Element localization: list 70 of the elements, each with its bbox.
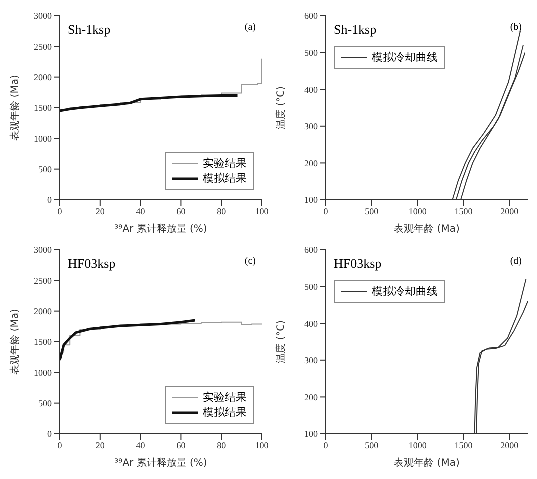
text: Sh-1ksp [334,22,377,38]
y-tick-label: 100 [304,429,318,440]
y-tick-label: 400 [304,84,318,95]
y-tick-label: 200 [304,392,318,402]
y-axis-title: 表观年龄 (Ma) [10,75,22,141]
x-tick-label: 100 [255,206,270,216]
x-tick-label: 0 [324,206,329,216]
y-tick-label: 1000 [34,368,52,378]
y-tick-label: 1500 [34,103,52,114]
y-tick-label: 2000 [34,306,52,317]
x-tick-label: 20 [96,440,106,450]
annotation: (c) [244,256,256,267]
y-tick-label: 1500 [34,337,52,348]
legend-label: 模拟冷却曲线 [372,50,438,65]
x-tick-label: 1500 [454,206,474,216]
y-tick-label: 500 [304,48,318,58]
legend-label: 模拟结果 [203,171,247,186]
y-tick-label: 300 [304,356,318,366]
y-tick-label: 500 [38,164,52,175]
x-axis-title: ³⁹Ar 累计释放量 (%) [114,222,208,236]
legend-label: 实验结果 [203,390,247,405]
y-tick-label: 2500 [34,42,52,52]
y-axis-title: 温度 (°C) [276,86,288,130]
x-tick-label: 80 [217,440,227,450]
x-tick-label: 1500 [454,440,474,450]
x-tick-label: 2000 [500,440,520,450]
x-tick-label: 80 [217,206,227,216]
y-tick-label: 300 [304,122,318,132]
y-tick-label: 500 [304,282,318,292]
x-axis-title: 表观年龄 (Ma) [393,456,461,470]
y-tick-label: 0 [48,429,52,440]
annotation: (a) [244,22,256,33]
legend-label: 实验结果 [203,156,247,171]
y-tick-label: 0 [48,195,52,206]
y-tick-label: 3000 [34,11,52,22]
x-tick-label: 0 [58,440,63,450]
text: HF03ksp [68,256,116,272]
x-tick-label: 60 [176,206,186,216]
x-axis-title: 表观年龄 (Ma) [393,222,461,236]
x-tick-label: 60 [176,440,186,450]
y-tick-label: 2000 [34,72,52,83]
x-tick-label: 40 [136,440,146,450]
y-tick-label: 600 [304,245,318,256]
y-tick-label: 1000 [34,134,52,144]
y-tick-label: 500 [38,398,52,409]
text: Sh-1ksp [68,22,111,38]
x-tick-label: 0 [58,206,63,216]
x-tick-label: 500 [365,440,380,450]
x-tick-label: 2000 [500,206,520,216]
x-tick-label: 100 [255,440,270,450]
x-tick-label: 0 [324,440,329,450]
x-tick-label: 1000 [408,440,428,450]
y-tick-label: 100 [304,195,318,206]
text: HF03ksp [334,256,382,272]
legend-label: 模拟结果 [203,405,247,420]
legend-label: 模拟冷却曲线 [372,284,438,299]
y-axis-title: 表观年龄 (Ma) [10,309,22,375]
y-tick-label: 400 [304,318,318,329]
y-tick-label: 2500 [34,276,52,286]
x-tick-label: 20 [96,206,106,216]
x-axis-title: ³⁹Ar 累计释放量 (%) [114,456,208,470]
y-tick-label: 600 [304,11,318,22]
x-tick-label: 40 [136,206,146,216]
y-tick-label: 3000 [34,245,52,256]
y-axis-title: 温度 (°C) [276,320,288,364]
annotation: (d) [510,256,522,267]
y-tick-label: 200 [304,158,318,168]
x-tick-label: 1000 [408,206,428,216]
x-tick-label: 500 [365,206,380,216]
annotation: (b) [510,22,522,33]
